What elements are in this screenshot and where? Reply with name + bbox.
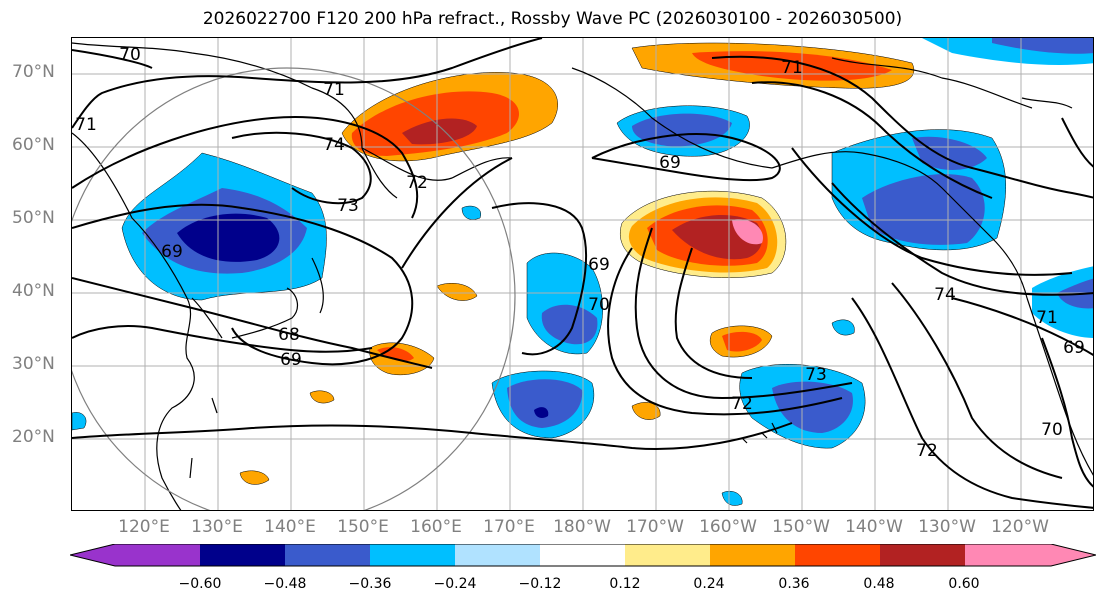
colorbar-tick-label: 0.48 bbox=[863, 576, 895, 592]
lon-label-120e: 120°E bbox=[118, 517, 170, 537]
contour-label: 69 bbox=[161, 242, 183, 262]
contour-label: 70 bbox=[1041, 420, 1063, 440]
contour-label: 74 bbox=[323, 135, 345, 155]
lat-label-70n: 70°N bbox=[12, 62, 55, 82]
lon-label-170e: 170°E bbox=[483, 517, 535, 537]
lat-label-60n: 60°N bbox=[12, 135, 55, 155]
lon-label-160e: 160°E bbox=[410, 517, 462, 537]
colorbar-tick-label: 0.12 bbox=[609, 576, 641, 592]
contour-label: 70 bbox=[588, 295, 610, 315]
lon-label-150e: 150°E bbox=[337, 517, 389, 537]
colorbar-segment bbox=[625, 544, 711, 566]
contour-label: 71 bbox=[323, 80, 345, 100]
colorbar-tick-label: 0.24 bbox=[693, 576, 725, 592]
lon-label-120w: 120°W bbox=[991, 517, 1049, 537]
lon-label-140w: 140°W bbox=[845, 517, 903, 537]
lon-label-170w: 170°W bbox=[626, 517, 684, 537]
colorbar-segment bbox=[965, 544, 1096, 566]
contour-label: 69 bbox=[659, 153, 681, 173]
colorbar-tick-label: 0.60 bbox=[948, 576, 980, 592]
contour-label: 71 bbox=[75, 115, 97, 135]
lon-label-140e: 140°E bbox=[264, 517, 316, 537]
colorbar-segment bbox=[710, 544, 796, 566]
contour-label: 70 bbox=[119, 45, 141, 65]
contour-label: 71 bbox=[781, 58, 803, 78]
colorbar-segment bbox=[70, 544, 200, 566]
colorbar-segment bbox=[880, 544, 966, 566]
lat-label-20n: 20°N bbox=[12, 427, 55, 447]
contour-label: 69 bbox=[588, 255, 610, 275]
colorbar-segment bbox=[285, 544, 371, 566]
contour-label: 72 bbox=[731, 394, 753, 414]
shading-layer bbox=[72, 38, 1093, 506]
colorbar-tick-label: 0.36 bbox=[778, 576, 810, 592]
colorbar-segment bbox=[795, 544, 881, 566]
map-canvas: 70 71 74 73 72 69 69 70 68 69 71 73 72 7… bbox=[72, 38, 1093, 510]
contour-label: 73 bbox=[337, 196, 359, 216]
colorbar-tick-label: −0.24 bbox=[433, 576, 477, 592]
lon-label-130w: 130°W bbox=[918, 517, 976, 537]
lon-label-130e: 130°E bbox=[191, 517, 243, 537]
colorbar-tick-label: −0.36 bbox=[348, 576, 392, 592]
contour-label: 72 bbox=[916, 441, 938, 461]
lon-label-180w: 180°W bbox=[553, 517, 611, 537]
colorbar-segment bbox=[200, 544, 286, 566]
map-panel: 70 71 74 73 72 69 69 70 68 69 71 73 72 7… bbox=[71, 37, 1094, 511]
contour-label: 72 bbox=[406, 173, 428, 193]
colorbar-tick-label: −0.60 bbox=[178, 576, 222, 592]
map-title: 2026022700 F120 200 hPa refract., Rossby… bbox=[202, 9, 903, 29]
lat-label-30n: 30°N bbox=[12, 354, 55, 374]
contour-label: 74 bbox=[934, 285, 956, 305]
contour-label-layer: 70 71 74 73 72 69 69 70 68 69 71 73 72 7… bbox=[75, 45, 1085, 461]
colorbar-tick-label: −0.12 bbox=[518, 576, 562, 592]
lon-label-160w: 160°W bbox=[699, 517, 757, 537]
contour-lines bbox=[72, 38, 1093, 509]
contour-label: 73 bbox=[805, 365, 827, 385]
lat-label-40n: 40°N bbox=[12, 281, 55, 301]
region-circle bbox=[72, 67, 516, 510]
contour-label: 68 bbox=[278, 325, 300, 345]
lon-label-150w: 150°W bbox=[772, 517, 830, 537]
colorbar-tick-label: −0.48 bbox=[263, 576, 307, 592]
lat-label-50n: 50°N bbox=[12, 208, 55, 228]
colorbar-segment bbox=[370, 544, 456, 566]
contour-label: 69 bbox=[280, 350, 302, 370]
colorbar bbox=[70, 544, 1096, 567]
contour-label: 71 bbox=[1036, 308, 1058, 328]
colorbar-segment bbox=[540, 544, 626, 566]
contour-label: 69 bbox=[1063, 338, 1085, 358]
colorbar-segment bbox=[455, 544, 541, 566]
